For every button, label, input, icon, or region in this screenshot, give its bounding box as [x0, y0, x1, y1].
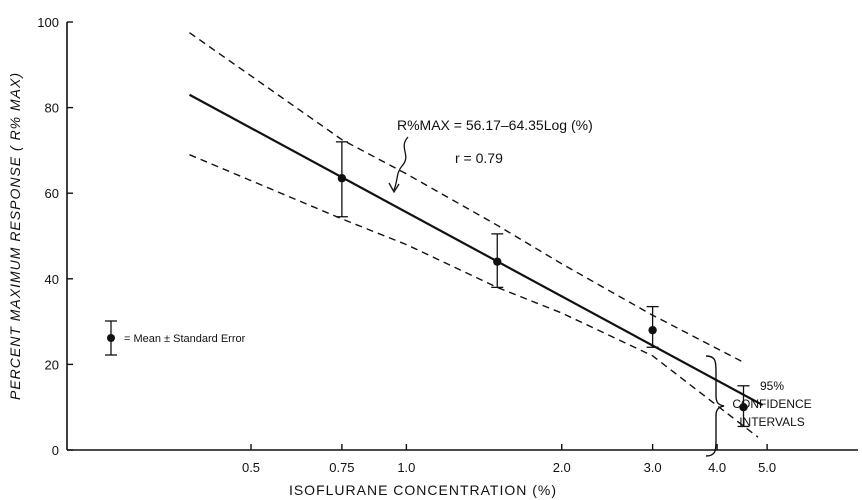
point-marker — [337, 174, 347, 183]
data-point-2 — [491, 233, 504, 289]
ci-brace — [705, 355, 725, 457]
y-tick-label-80: 80 — [45, 101, 59, 116]
x-axis-ticks: 0.5 0.75 1.0 2.0 3.0 4.0 5.0 — [242, 444, 776, 475]
legend-label: = Mean ± Standard Error — [124, 333, 246, 345]
y-axis-ticks: 0 20 40 60 80 100 — [37, 15, 73, 458]
regression-line — [188, 93, 764, 407]
x-tick-label-1.0: 1.0 — [397, 460, 415, 475]
equation-label: R%MAX = 56.17–64.35Log (%) — [397, 117, 593, 133]
x-tick-label-3.0: 3.0 — [644, 460, 662, 475]
y-tick-label-60: 60 — [45, 186, 59, 201]
data-points — [335, 141, 750, 428]
point-marker — [493, 257, 502, 266]
x-tick-label-0.75: 0.75 — [329, 460, 354, 475]
x-tick-label-5.0: 5.0 — [758, 460, 776, 475]
ci-upper-line — [189, 32, 744, 363]
equation-pointer-arrow — [388, 182, 400, 194]
x-axis-title: ISOFLURANE CONCENTRATION (%) — [289, 482, 557, 498]
y-tick-label-40: 40 — [45, 272, 59, 287]
y-tick-label-100: 100 — [37, 15, 59, 30]
y-tick-label-20: 20 — [45, 357, 59, 372]
x-tick-label-4.0: 4.0 — [708, 460, 726, 475]
data-point-3 — [646, 305, 659, 348]
legend: = Mean ± Standard Error — [105, 320, 246, 356]
point-marker — [648, 325, 657, 335]
data-point-4 — [737, 385, 750, 428]
legend-marker — [107, 334, 115, 342]
x-tick-label-0.5: 0.5 — [242, 460, 260, 475]
x-tick-label-2.0: 2.0 — [553, 460, 571, 475]
data-point-1 — [335, 141, 348, 218]
r-value-label: r = 0.79 — [455, 150, 503, 166]
ci-lower-line — [189, 154, 759, 438]
ci-label-line-3: INTERVALS — [739, 415, 805, 429]
equation-pointer — [393, 136, 409, 191]
ci-label-line-2: CONFIDENCE — [732, 397, 811, 411]
y-axis-title: PERCENT MAXIMUM RESPONSE ( R% MAX) — [7, 72, 23, 400]
y-tick-label-0: 0 — [52, 443, 59, 458]
ci-label-line-1: 95% — [760, 379, 784, 393]
point-marker — [739, 403, 748, 412]
